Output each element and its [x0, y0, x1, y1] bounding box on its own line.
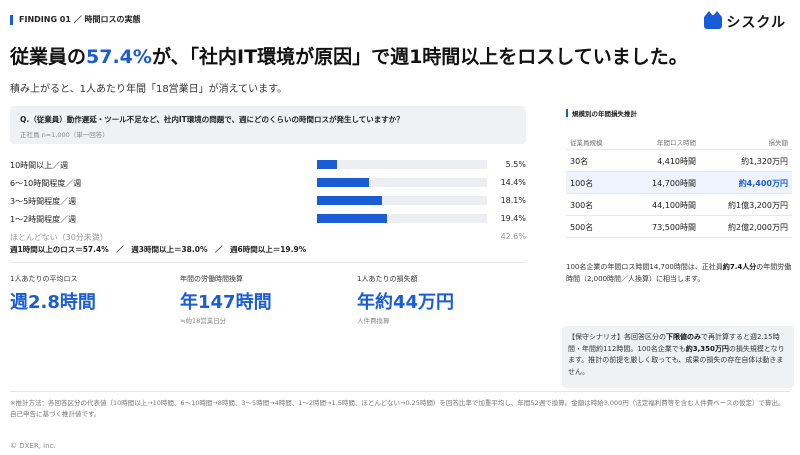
kpi-label: 年間の労働時間換算	[180, 275, 243, 283]
table-cell: 73,500時間	[652, 223, 696, 232]
brand-logo: シスクル	[704, 11, 786, 32]
scenario-text: 【保守シナリオ】各回答区分の	[568, 333, 666, 341]
logo-text: シスクル	[726, 15, 786, 31]
kpi-note: 人件費換算	[357, 317, 390, 325]
bar	[317, 160, 337, 169]
cumulative-summary: 週1時間以上のロス＝57.4% ／ 週3時間以上＝38.0% ／ 週6時間以上＝…	[10, 244, 306, 255]
scenario-text: で再計算すると週2.15時間・年間約112時間。100名企業でも	[568, 333, 780, 353]
bar-label: ほとんどない（30分未満）	[10, 233, 108, 242]
table-cell: 4,410時間	[657, 157, 696, 166]
divider	[10, 262, 526, 263]
table-cell: 300名	[570, 201, 594, 210]
bar-value-label: 42.6%	[500, 232, 526, 241]
section-tag: FINDING 01 ／ 時間ロスの実態	[10, 14, 141, 25]
note-bold: 約7.4人分	[722, 263, 757, 271]
bar-value-label: 5.5%	[505, 160, 526, 169]
bar-value-label: 19.4%	[500, 214, 526, 223]
bar	[317, 178, 369, 187]
table-note: 100名企業の年間ロス時間14,700時間は、正社員約7.4人分の年間労働時間（…	[566, 262, 792, 285]
bar-row: ほとんどない（30分未満） 42.6%	[10, 230, 526, 244]
separator: ／	[215, 245, 223, 254]
question-note: 正社員 n=1,000（単一回答）	[20, 131, 109, 139]
kpi-loss-amount: 1人あたりの損失額 年約44万円 人件費換算	[357, 274, 454, 325]
headline: 従業員の57.4%が、「社内IT環境が原因」で週1時間以上をロスしていました。	[10, 42, 688, 69]
headline-part2: が、「社内IT環境が原因」で週1時間以上をロスしていました。	[151, 46, 688, 68]
bar-label: 3〜5時間程度／週	[10, 197, 77, 206]
table-cell: 44,100時間	[652, 201, 696, 210]
bar-row: 10時間以上／週 5.5%	[10, 158, 526, 172]
bar-track	[317, 178, 487, 187]
divider	[10, 391, 790, 392]
note-text: の年間労働時間（2,000時間／人換算）に相当します。	[566, 263, 792, 283]
table-title: 規模別の年間損失推計	[566, 108, 637, 118]
kpi-value: 年約44万円	[357, 292, 455, 313]
accent-bar	[10, 14, 13, 25]
column-header: 従業員規模	[570, 139, 603, 147]
bar-track	[317, 232, 487, 241]
copyright: © DXER, inc.	[10, 442, 56, 450]
scenario-text: の損失規模となります。推計の前提を厳しく取っても、成果の損失の存在自体は動きませ…	[568, 344, 785, 376]
bar-row: 6〜10時間程度／週 14.4%	[10, 176, 526, 190]
table-cell: 約1,320万円	[741, 157, 788, 166]
scenario-bold: 下限値のみ	[666, 333, 701, 341]
headline-part1: 従業員の	[10, 46, 87, 68]
table-row: 500名 73,500時間 約2億2,000万円	[566, 216, 792, 238]
loss-table: 従業員規模 年間ロス時間 損失額 30名 4,410時間 約1,320万円 10…	[566, 134, 792, 238]
cumulative-c: 週6時間以上＝19.9%	[230, 245, 307, 254]
column-header: 損失額	[768, 139, 789, 147]
separator: ／	[116, 245, 124, 254]
table-cell: 100名	[570, 179, 594, 188]
kpi-value: 週2.8時間	[10, 292, 96, 313]
question-text: Q.（従業員）動作遅延・ツール不足など、社内IT環境の問題で、週にどのくらいの時…	[20, 115, 404, 124]
bar-label: 6〜10時間程度／週	[10, 179, 82, 188]
footnote: ※推計方法：各回答区分の代表値（10時間以上→10時間、6〜10時間→8時間、3…	[10, 399, 785, 419]
table-cell: 30名	[570, 157, 589, 166]
scenario-box: 【保守シナリオ】各回答区分の下限値のみで再計算すると週2.15時間・年間約112…	[562, 326, 794, 388]
bar	[317, 196, 382, 205]
section-tag-text: FINDING 01 ／ 時間ロスの実態	[19, 15, 141, 24]
cat-logo-icon	[704, 11, 723, 29]
table-row-highlighted: 100名 14,700時間 約4,400万円	[566, 172, 792, 194]
column-header: 年間ロス時間	[657, 139, 696, 147]
bar-track	[317, 214, 487, 223]
kpi-note: ≒約18営業日分	[180, 317, 227, 325]
bar-label: 10時間以上／週	[10, 161, 69, 170]
table-row: 300名 44,100時間 約1億3,200万円	[566, 194, 792, 216]
bar-row: 1〜2時間程度／週 19.4%	[10, 212, 526, 226]
kpi-annual-hours: 年間の労働時間換算 年147時間 ≒約18営業日分	[180, 274, 272, 325]
cumulative-b: 週3時間以上＝38.0%	[131, 245, 208, 254]
bar	[317, 214, 387, 223]
kpi-average-loss: 1人あたりの平均ロス 週2.8時間	[10, 274, 96, 314]
accent-bar	[566, 109, 568, 117]
scenario-bold: 約3,350万円	[685, 344, 729, 353]
table-cell: 14,700時間	[652, 179, 696, 188]
kpi-label: 1人あたりの平均ロス	[10, 275, 78, 283]
bar-value-label: 18.1%	[500, 196, 526, 205]
table-cell: 約4,400万円	[738, 179, 788, 188]
bar-track	[317, 196, 487, 205]
bar-row: 3〜5時間程度／週 18.1%	[10, 194, 526, 208]
table-row: 30名 4,410時間 約1,320万円	[566, 150, 792, 172]
table-cell: 約2億2,000万円	[728, 223, 788, 232]
subheadline: 積み上がると、1人あたり年間「18営業日」が消えています。	[10, 84, 288, 95]
question-box: Q.（従業員）動作遅延・ツール不足など、社内IT環境の問題で、週にどのくらいの時…	[10, 106, 526, 144]
bar-track	[317, 160, 487, 169]
bar-value-label: 14.4%	[500, 178, 526, 187]
table-title-text: 規模別の年間損失推計	[572, 110, 637, 118]
kpi-label: 1人あたりの損失額	[357, 275, 418, 283]
cumulative-a: 週1時間以上のロス＝57.4%	[10, 245, 109, 254]
note-text: 100名企業の年間ロス時間14,700時間は、正社員	[566, 263, 723, 271]
table-cell: 500名	[570, 223, 594, 232]
headline-highlight: 57.4%	[86, 46, 152, 68]
kpi-value: 年147時間	[180, 292, 272, 313]
table-header: 従業員規模 年間ロス時間 損失額	[566, 134, 792, 150]
table-cell: 約1億3,200万円	[728, 201, 788, 210]
bar-label: 1〜2時間程度／週	[10, 215, 77, 224]
